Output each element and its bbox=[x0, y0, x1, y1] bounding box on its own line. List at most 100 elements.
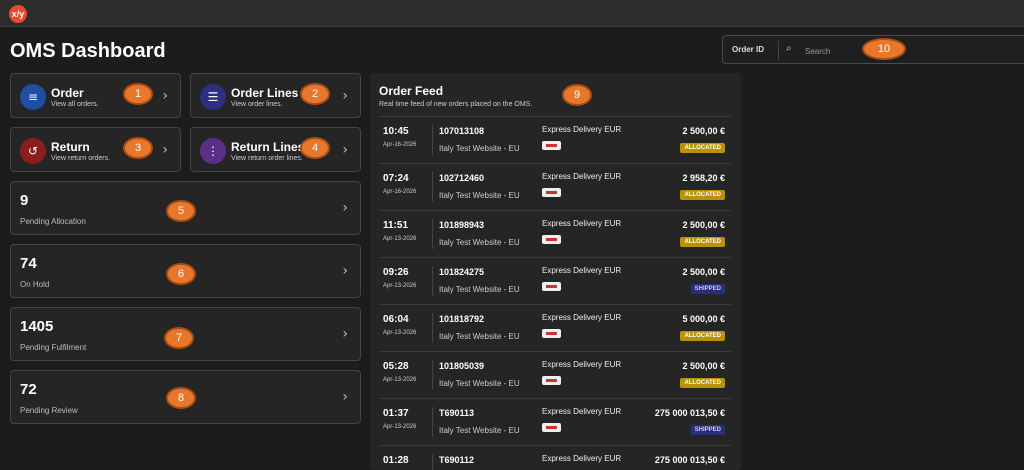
order-amount: 275 000 013,50 € bbox=[654, 408, 725, 418]
chevron-right-icon: › bbox=[342, 326, 348, 342]
divider bbox=[432, 407, 433, 437]
order-amount: 2 958,20 € bbox=[682, 173, 725, 183]
order-feed-title: Order Feed bbox=[379, 84, 444, 98]
annotation-badge: 6 bbox=[166, 263, 196, 285]
return-lines-card-title: Return Lines bbox=[231, 140, 305, 154]
status-badge: ALLOCATED bbox=[680, 143, 725, 153]
chevron-right-icon: › bbox=[342, 141, 348, 158]
order-amount: 2 500,00 € bbox=[682, 267, 725, 277]
status-badge: ALLOCATED bbox=[680, 237, 725, 247]
order-site: Italy Test Website - EU bbox=[439, 191, 520, 200]
search-icon: ⌕ bbox=[786, 43, 792, 54]
stat-value: 74 bbox=[20, 255, 37, 272]
order-amount: 2 500,00 € bbox=[682, 126, 725, 136]
carrier-logo-icon bbox=[542, 329, 561, 338]
carrier-logo-icon bbox=[542, 141, 561, 150]
status-badge: SHIPPED bbox=[690, 425, 725, 435]
annotation-badge: 2 bbox=[300, 83, 330, 105]
order-lines-card[interactable]: ☰ Order Lines View order lines. › bbox=[190, 73, 361, 118]
order-row[interactable]: 05:28 Apr-13-2026 101805039 Italy Test Webs… bbox=[379, 351, 731, 398]
carrier-logo-icon bbox=[542, 423, 561, 432]
order-id: 101805039 bbox=[439, 361, 485, 371]
order-card[interactable]: ≡ Order View all orders. › bbox=[10, 73, 181, 118]
order-id: 101818792 bbox=[439, 314, 485, 324]
stat-label: Pending Fulfilment bbox=[20, 343, 87, 352]
order-row[interactable]: 11:51 Apr-13-2026 101898943 Italy Test Webs… bbox=[379, 210, 731, 257]
stat-value: 1405 bbox=[20, 318, 54, 335]
shipping-method: Express Delivery EUR bbox=[542, 172, 622, 181]
shipping-method: Express Delivery EUR bbox=[542, 125, 622, 134]
return-lines-card[interactable]: ⋮ Return Lines View return order lines. … bbox=[190, 127, 361, 172]
order-row[interactable]: 10:45 Apr-16-2026 107013108 Italy Test Webs… bbox=[379, 116, 731, 163]
order-row[interactable]: 07:24 Apr-16-2026 102712460 Italy Test Webs… bbox=[379, 163, 731, 210]
annotation-badge: 3 bbox=[123, 137, 153, 159]
return-lines-icon: ⋮ bbox=[200, 138, 226, 164]
return-card-subtitle: View return orders. bbox=[51, 155, 111, 162]
order-id: 101824275 bbox=[439, 267, 485, 277]
return-card[interactable]: ↺ Return View return orders. › bbox=[10, 127, 181, 172]
order-time: 10:45 bbox=[383, 126, 409, 137]
chevron-right-icon: › bbox=[342, 389, 348, 405]
app-logo[interactable]: x/y bbox=[9, 5, 27, 23]
order-time: 01:28 bbox=[383, 455, 409, 466]
stat-value: 72 bbox=[20, 381, 37, 398]
chevron-right-icon: › bbox=[162, 87, 168, 104]
top-bar: x/y bbox=[0, 0, 1024, 27]
shipping-method: Express Delivery EUR bbox=[542, 313, 622, 322]
order-site: Italy Test Website - EU bbox=[439, 238, 520, 247]
order-date: Apr-16-2026 bbox=[383, 142, 417, 148]
shipping-method: Express Delivery EUR bbox=[542, 407, 622, 416]
order-amount: 2 500,00 € bbox=[682, 361, 725, 371]
divider bbox=[432, 125, 433, 155]
shipping-method: Express Delivery EUR bbox=[542, 266, 622, 275]
stat-label: Pending Review bbox=[20, 406, 78, 415]
carrier-logo-icon bbox=[542, 282, 561, 291]
shipping-method: Express Delivery EUR bbox=[542, 219, 622, 228]
divider bbox=[432, 172, 433, 202]
stat-label: Pending Allocation bbox=[20, 217, 86, 226]
carrier-logo-icon bbox=[542, 188, 561, 197]
divider bbox=[432, 360, 433, 390]
order-id: T690113 bbox=[439, 408, 475, 418]
order-row[interactable]: 09:26 Apr-13-2026 101824275 Italy Test Webs… bbox=[379, 257, 731, 304]
search-field-selector[interactable]: Order ID bbox=[732, 45, 765, 54]
order-site: Italy Test Website - EU bbox=[439, 144, 520, 153]
page-title: OMS Dashboard bbox=[10, 40, 166, 62]
divider bbox=[432, 313, 433, 343]
status-badge: ALLOCATED bbox=[680, 378, 725, 388]
divider bbox=[432, 219, 433, 249]
annotation-badge: 9 bbox=[562, 84, 592, 106]
order-time: 06:04 bbox=[383, 314, 409, 325]
divider bbox=[778, 41, 779, 60]
chevron-right-icon: › bbox=[342, 87, 348, 104]
order-lines-card-title: Order Lines bbox=[231, 86, 299, 100]
order-date: Apr-13-2026 bbox=[383, 377, 417, 383]
order-amount: 275 000 013,50 € bbox=[654, 455, 725, 465]
order-site: Italy Test Website - EU bbox=[439, 426, 520, 435]
list-icon: ☰ bbox=[200, 84, 226, 110]
order-time: 05:28 bbox=[383, 361, 409, 372]
chevron-right-icon: › bbox=[162, 141, 168, 158]
status-badge: ALLOCATED bbox=[680, 190, 725, 200]
annotation-badge: 8 bbox=[166, 387, 196, 409]
annotation-badge: 10 bbox=[862, 38, 906, 60]
status-badge: ALLOCATED bbox=[680, 331, 725, 341]
order-row[interactable]: 06:04 Apr-13-2026 101818792 Italy Test Webs… bbox=[379, 304, 731, 351]
order-amount: 5 000,00 € bbox=[682, 314, 725, 324]
order-time: 11:51 bbox=[383, 220, 409, 231]
order-time: 07:24 bbox=[383, 173, 409, 184]
order-site: Italy Test Website - EU bbox=[439, 285, 520, 294]
chevron-right-icon: › bbox=[342, 200, 348, 216]
order-lines-card-subtitle: View order lines. bbox=[231, 101, 283, 108]
order-row[interactable]: 01:37 Apr-13-2026 T690113 Italy Test Websit… bbox=[379, 398, 731, 445]
order-feed-panel: Order Feed Real time feed of new orders … bbox=[370, 73, 741, 470]
divider bbox=[432, 266, 433, 296]
pending-allocation-card[interactable]: 9 Pending Allocation › bbox=[10, 181, 361, 235]
annotation-badge: 1 bbox=[123, 83, 153, 105]
return-lines-card-subtitle: View return order lines. bbox=[231, 155, 303, 162]
order-id: 101898943 bbox=[439, 220, 485, 230]
order-date: Apr-13-2026 bbox=[383, 424, 417, 430]
order-id: 102712460 bbox=[439, 173, 485, 183]
order-date: Apr-13-2026 bbox=[383, 283, 417, 289]
